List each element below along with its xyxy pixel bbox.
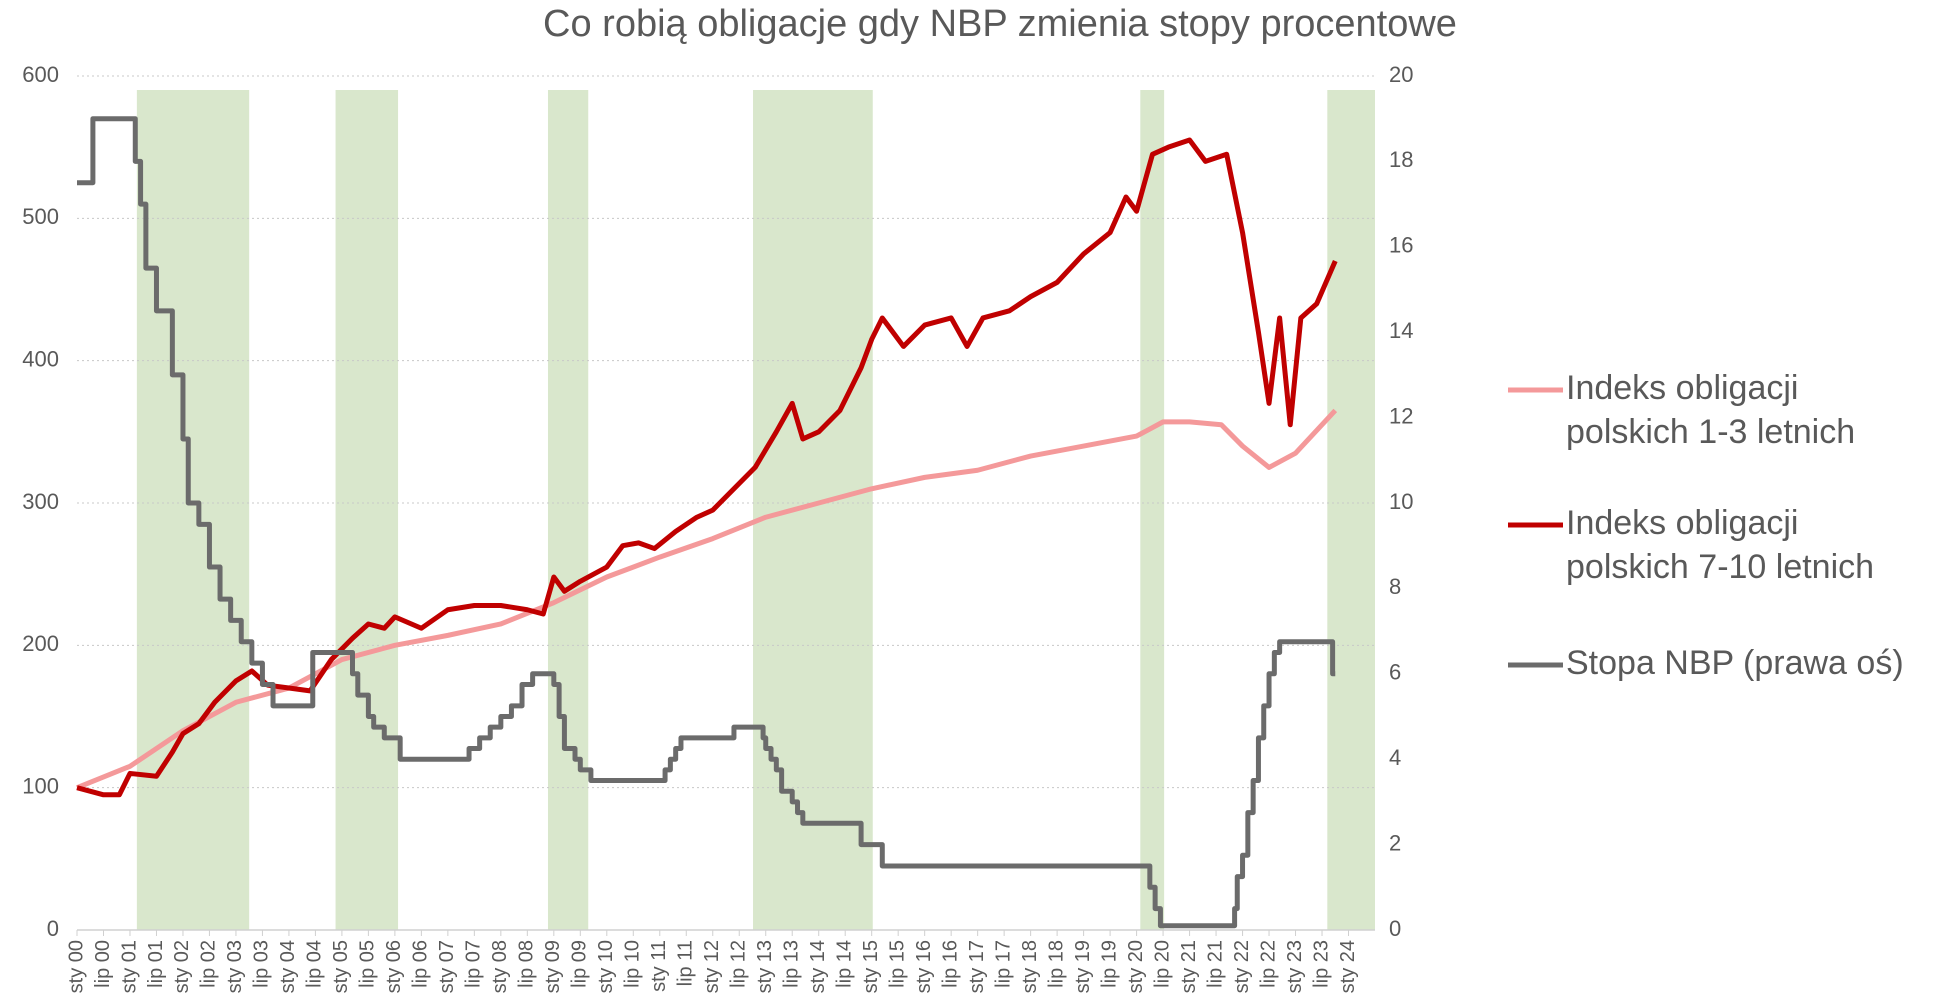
x-tick-label: lip 21	[1204, 940, 1226, 988]
x-tick-label: sty 02	[171, 940, 193, 993]
y2-tick-label: 4	[1389, 745, 1401, 770]
x-tick-label: sty 15	[860, 940, 882, 993]
x-tick-label: lip 20	[1151, 940, 1173, 988]
x-tick-label: sty 19	[1072, 940, 1094, 993]
x-tick-label: lip 08	[516, 940, 538, 988]
x-tick-label: sty 20	[1125, 940, 1147, 993]
x-tick-label: sty 13	[754, 940, 776, 993]
x-tick-label: sty 09	[542, 940, 564, 993]
y-tick-label: 200	[22, 631, 59, 656]
x-tick-label: lip 12	[728, 940, 750, 988]
y2-tick-label: 16	[1389, 233, 1413, 258]
y-tick-label: 400	[22, 346, 59, 371]
x-tick-label: sty 10	[595, 940, 617, 993]
y2-tick-label: 12	[1389, 403, 1413, 428]
x-tick-label: lip 00	[92, 940, 114, 988]
legend-label: Indeks obligacji polskich 7-10 letnich	[1566, 504, 1874, 586]
x-tick-label: sty 01	[118, 940, 140, 993]
series-line	[76, 408, 1338, 790]
y2-tick-label: 0	[1389, 916, 1401, 941]
x-tick-label: sty 22	[1231, 940, 1253, 993]
y-tick-label: 600	[22, 62, 59, 87]
y2-tick-label: 8	[1389, 574, 1401, 599]
x-tick-label: lip 14	[833, 940, 855, 988]
series-line	[76, 137, 1338, 798]
shaded-period	[547, 90, 589, 930]
y2-tick-label: 20	[1389, 62, 1413, 87]
x-tick-label: sty 12	[701, 940, 723, 993]
x-tick-label: lip 09	[569, 940, 591, 988]
x-tick-label: lip 10	[622, 940, 644, 988]
legend-label: Stopa NBP (prawa oś)	[1566, 644, 1904, 682]
y2-tick-label: 10	[1389, 489, 1413, 514]
x-tick-label: lip 03	[251, 940, 273, 988]
y-tick-label: 500	[22, 204, 59, 229]
x-tick-label: lip 23	[1310, 940, 1332, 988]
x-tick-label: sty 08	[489, 940, 511, 993]
x-tick-label: sty 14	[807, 940, 829, 993]
x-tick-label: sty 07	[436, 940, 458, 993]
y-tick-label: 0	[47, 916, 59, 941]
x-tick-label: lip 19	[1098, 940, 1120, 988]
x-tick-label: lip 11	[675, 940, 697, 986]
y2-tick-label: 6	[1389, 660, 1401, 685]
x-tick-label: lip 06	[410, 940, 432, 988]
x-tick-label: lip 15	[886, 940, 908, 988]
x-tick-label: lip 02	[198, 940, 220, 988]
x-tick-label: sty 04	[277, 940, 299, 993]
x-tick-label: sty 24	[1337, 940, 1359, 993]
legend-label: Indeks obligacji polskich 1-3 letnich	[1566, 369, 1855, 451]
chart-title: Co robią obligacje gdy NBP zmienia stopy…	[543, 3, 1457, 45]
y2-tick-label: 14	[1389, 318, 1413, 343]
x-tick-label: sty 18	[1019, 940, 1041, 993]
shaded-period	[1327, 90, 1375, 930]
x-tick-label: sty 05	[330, 940, 352, 993]
y-tick-label: 100	[22, 773, 59, 798]
shaded-period	[335, 90, 399, 930]
shaded-period	[753, 90, 873, 930]
shaded-period	[136, 90, 250, 930]
x-tick-label: lip 13	[781, 940, 803, 988]
x-tick-label: lip 17	[992, 940, 1014, 988]
x-tick-label: sty 16	[913, 940, 935, 993]
x-tick-label: sty 06	[383, 940, 405, 993]
x-tick-label: sty 03	[224, 940, 246, 993]
x-tick-label: sty 11	[648, 940, 670, 992]
x-tick-label: lip 05	[357, 940, 379, 988]
y-tick-label: 300	[22, 489, 59, 514]
x-tick-label: lip 18	[1045, 940, 1067, 988]
x-tick-label: sty 17	[966, 940, 988, 993]
x-tick-label: lip 01	[145, 940, 167, 988]
x-tick-label: lip 04	[304, 940, 326, 988]
y2-tick-label: 18	[1389, 147, 1413, 172]
x-tick-label: lip 07	[463, 940, 485, 988]
x-tick-label: sty 23	[1284, 940, 1306, 993]
x-tick-label: lip 22	[1257, 940, 1279, 988]
series-line	[77, 116, 1336, 929]
x-tick-label: sty 21	[1178, 940, 1200, 993]
shaded-period	[1140, 90, 1165, 930]
x-tick-label: sty 00	[65, 940, 87, 993]
x-tick-label: lip 16	[939, 940, 961, 988]
y2-tick-label: 2	[1389, 830, 1401, 855]
